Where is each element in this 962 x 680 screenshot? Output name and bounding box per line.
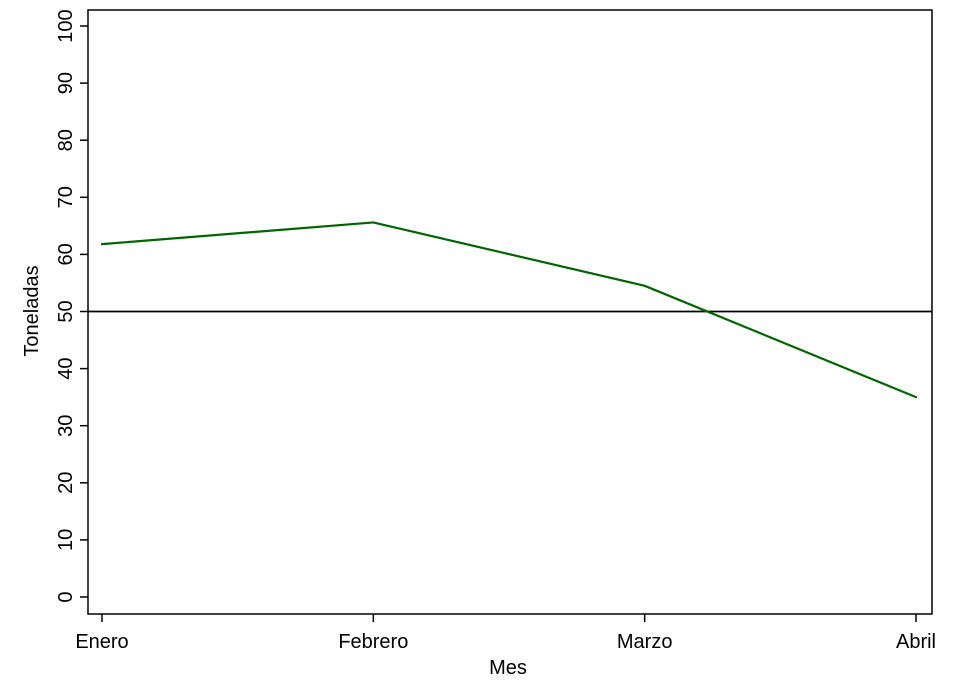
x-tick-label: Febrero — [338, 631, 408, 653]
data-point — [643, 284, 646, 287]
data-point — [100, 243, 104, 246]
x-tick-label: Abril — [896, 631, 936, 653]
y-tick-label: 20 — [55, 472, 77, 494]
y-axis-title: Toneladas — [21, 265, 43, 356]
y-tick-label: 80 — [55, 129, 77, 151]
y-tick-label: 60 — [55, 243, 77, 265]
data-point — [914, 396, 918, 399]
y-tick-label: 30 — [55, 415, 77, 437]
y-tick-label: 100 — [55, 9, 77, 42]
x-tick-label: Enero — [75, 631, 128, 653]
data-point — [372, 221, 375, 224]
y-tick-label: 90 — [55, 72, 77, 94]
x-axis-title: Mes — [489, 657, 527, 679]
y-tick-label: 0 — [55, 591, 77, 602]
x-tick-label: Marzo — [617, 631, 673, 653]
y-tick-label: 10 — [55, 529, 77, 551]
y-tick-label: 50 — [55, 300, 77, 322]
y-tick-label: 70 — [55, 186, 77, 208]
series-line — [101, 221, 917, 399]
y-tick-label: 40 — [55, 357, 77, 379]
